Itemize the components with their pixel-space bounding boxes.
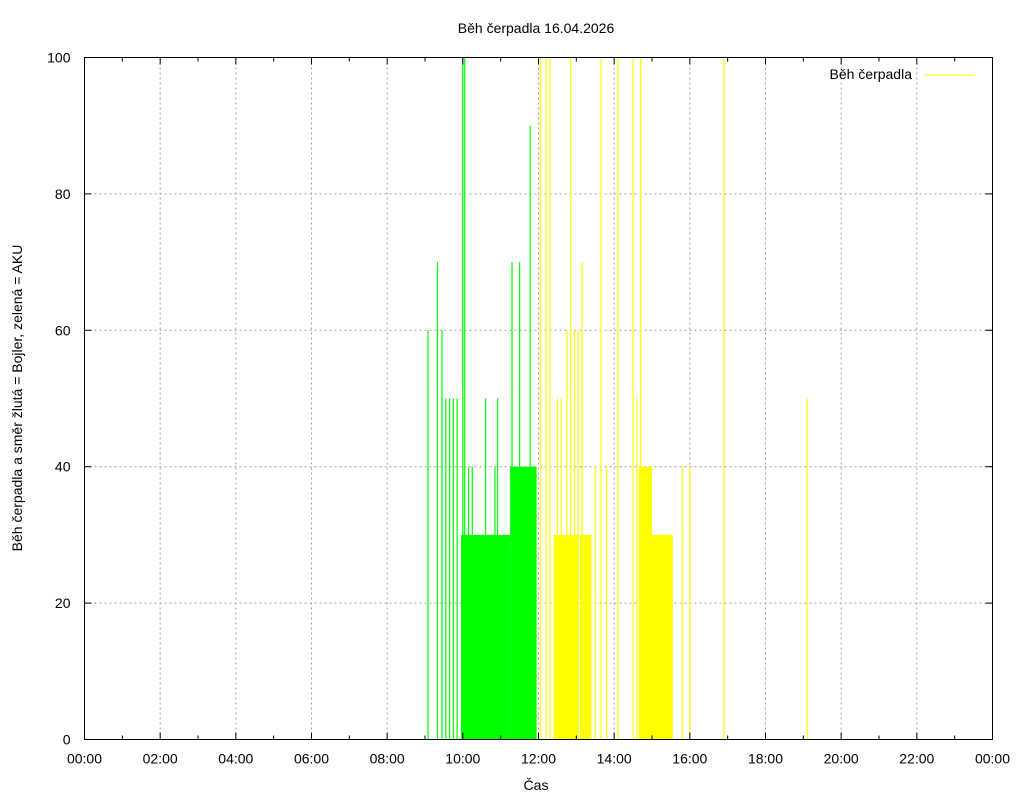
- y-tick-label: 100: [47, 50, 71, 66]
- y-tick-label: 20: [55, 595, 71, 611]
- bar-block: [638, 466, 652, 740]
- y-tick-label: 0: [63, 732, 71, 748]
- x-tick-label: 08:00: [370, 751, 405, 767]
- x-tick-label: 04:00: [218, 751, 253, 767]
- data-marks: [427, 57, 808, 740]
- x-tick-label: 16:00: [672, 751, 707, 767]
- x-tick-label: 20:00: [824, 751, 859, 767]
- x-tick-label: 12:00: [521, 751, 556, 767]
- x-tick-label: 00:00: [67, 751, 102, 767]
- x-tick-label: 06:00: [294, 751, 329, 767]
- x-tick-label: 22:00: [899, 751, 934, 767]
- y-tick-label: 80: [55, 186, 71, 202]
- x-axis-label: Čas: [524, 777, 549, 793]
- chart-title: Běh čerpadla 16.04.2026: [458, 20, 615, 36]
- bar-block: [580, 534, 592, 740]
- y-axis-label: Běh čerpadla a směr žlutá = Bojler, zele…: [9, 245, 25, 552]
- x-tick-label: 02:00: [143, 751, 178, 767]
- x-tick-label: 00:00: [975, 751, 1010, 767]
- x-tick-label: 18:00: [748, 751, 783, 767]
- axis-ticks: 00:00 02:00 04:00 06:00 08:00 10:00 12:00 14:00…: [47, 50, 1010, 767]
- x-tick-label: 10:00: [445, 751, 480, 767]
- bar-block: [652, 534, 673, 740]
- bar-block: [510, 466, 537, 740]
- legend-label: Běh čerpadla: [829, 66, 912, 82]
- x-tick-label: 14:00: [597, 751, 632, 767]
- grid-lines: [84, 57, 993, 740]
- y-tick-label: 60: [55, 322, 71, 338]
- legend: Běh čerpadla: [829, 66, 974, 82]
- y-tick-label: 40: [55, 459, 71, 475]
